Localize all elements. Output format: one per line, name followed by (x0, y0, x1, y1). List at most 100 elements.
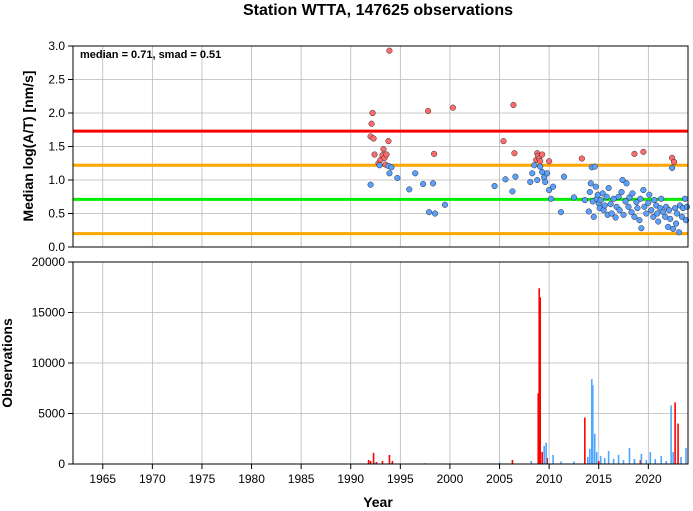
data-point (620, 211, 627, 218)
obs-bar (672, 451, 674, 464)
data-point (673, 220, 680, 227)
data-point (441, 201, 449, 208)
data-point (629, 190, 636, 197)
data-point (625, 203, 632, 210)
y-tick-label: 3.0 (48, 39, 65, 53)
x-tick-label: 1970 (139, 472, 166, 486)
data-point (641, 203, 648, 210)
data-point (412, 170, 419, 177)
data-point (581, 197, 588, 204)
obs-bar (628, 447, 631, 464)
data-point (406, 186, 413, 193)
obs-bar (677, 423, 679, 464)
data-point (603, 193, 610, 200)
obs-bar (545, 442, 547, 464)
obs-bar (639, 459, 642, 464)
y-tick-label: 15000 (32, 306, 66, 320)
data-point (425, 107, 432, 115)
data-point (640, 148, 647, 155)
data-point (420, 180, 427, 188)
data-point (491, 182, 498, 190)
data-point (431, 150, 438, 157)
obs-bar (537, 393, 540, 464)
data-point (592, 183, 599, 190)
data-point (531, 162, 538, 169)
data-point (666, 207, 673, 214)
data-point (638, 225, 645, 232)
bottom-bars (367, 288, 687, 464)
obs-bar (375, 461, 378, 464)
obs-bar (538, 288, 541, 464)
data-point (648, 207, 655, 214)
top-annotation: median = 0.71, smad = 0.51 (80, 49, 221, 61)
y-tick-label: 10000 (32, 356, 66, 370)
obs-bar (511, 459, 514, 464)
data-point (557, 209, 565, 216)
data-point (546, 158, 553, 165)
data-point (631, 150, 638, 157)
data-point (623, 180, 630, 187)
x-ticks: 1965 1970 1975 1980 1985 1990 1995 2000 2005 2010… (89, 464, 662, 486)
data-point (626, 194, 633, 201)
data-point (591, 163, 598, 170)
data-point (586, 189, 593, 196)
data-point (678, 213, 686, 220)
data-point (645, 199, 652, 206)
y-tick-label: 0.0 (48, 240, 65, 254)
data-point (509, 188, 516, 195)
data-point (655, 218, 662, 225)
data-point (500, 138, 507, 145)
obs-bar (617, 454, 620, 464)
data-point (432, 210, 439, 217)
data-point (615, 193, 622, 200)
data-point (605, 184, 612, 192)
data-point (386, 47, 393, 54)
data-point (502, 176, 509, 183)
data-point (622, 198, 629, 205)
data-point (560, 173, 568, 180)
data-point (683, 203, 691, 210)
x-tick-label: 1990 (337, 472, 364, 486)
obs-bar (543, 445, 545, 464)
obs-bar (680, 456, 682, 464)
data-point (380, 146, 387, 153)
data-point (529, 170, 536, 177)
obs-bar (587, 456, 589, 464)
data-point (534, 176, 541, 184)
data-point (651, 197, 658, 204)
data-point (386, 170, 393, 177)
y-tick-label: 2.5 (48, 73, 65, 87)
data-point (646, 191, 653, 198)
obs-bar (573, 461, 575, 464)
obs-bar (660, 455, 663, 464)
data-point (542, 178, 549, 186)
data-point (682, 217, 690, 224)
obs-bar (389, 462, 392, 464)
data-point (383, 151, 390, 158)
data-point (657, 205, 664, 212)
data-point (539, 168, 546, 176)
data-point (670, 225, 677, 232)
data-point (548, 195, 555, 202)
data-point (658, 195, 665, 202)
y-tick-label: 1.5 (48, 140, 65, 154)
data-point (616, 207, 623, 214)
data-point (672, 205, 679, 212)
x-tick-label: 1975 (189, 472, 216, 486)
y-tick-label: 5000 (38, 407, 65, 421)
data-point (628, 209, 635, 216)
data-point (599, 190, 606, 197)
obs-bar (595, 451, 598, 464)
data-point (631, 213, 638, 220)
obs-bar (591, 385, 594, 464)
obs-bar (645, 459, 648, 464)
data-point (544, 170, 551, 177)
data-point (587, 180, 594, 187)
data-point (650, 213, 657, 220)
data-point (669, 164, 676, 171)
data-point (634, 205, 641, 212)
obs-bar (584, 417, 586, 464)
data-point (430, 180, 437, 187)
top-y-ticks: 0.0 0.5 1.0 1.5 2.0 2.5 3.0 (48, 39, 73, 254)
